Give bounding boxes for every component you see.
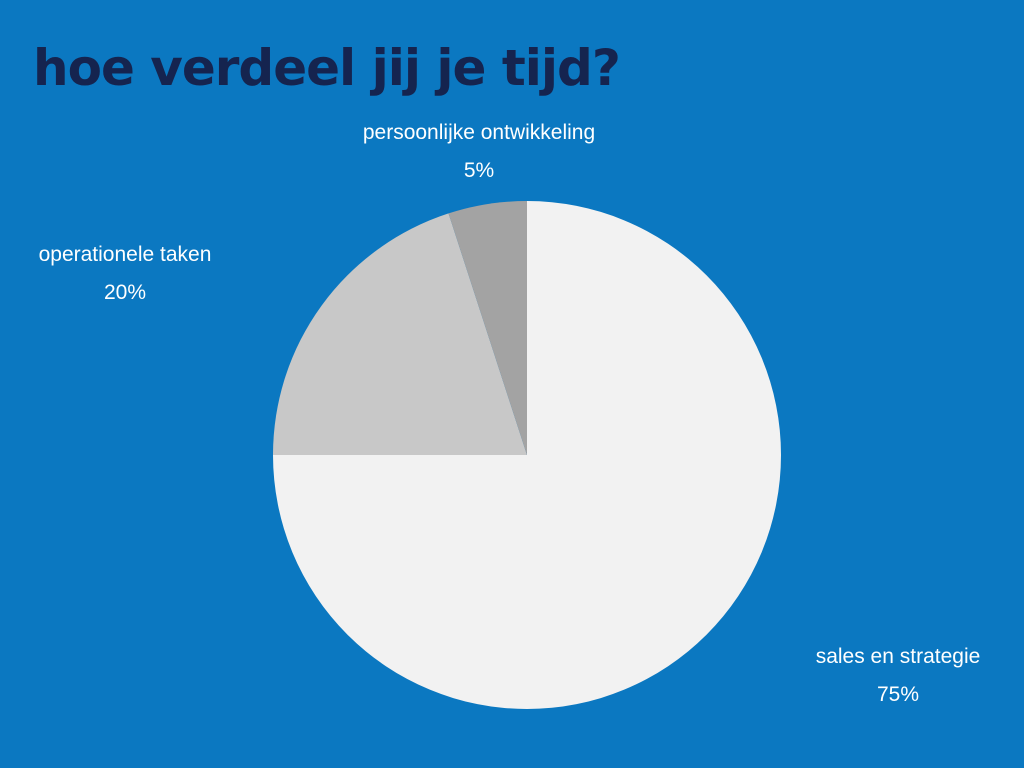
slice-label-operationele-taken: operationele taken 20% (0, 236, 305, 312)
value-label: 75% (876, 683, 920, 706)
category-label: sales en strategie (815, 645, 981, 668)
category-label: persoonlijke ontwikkeling (362, 121, 596, 144)
slice-label-sales-en-strategie: sales en strategie 75% (718, 638, 1024, 714)
value-label: 20% (103, 281, 147, 304)
chart-title: hoe verdeel jij je tijd? (33, 39, 621, 97)
pie-slice-operationele-taken (273, 213, 527, 455)
value-label: 5% (463, 159, 495, 182)
slice-label-persoonlijke-ontwikkeling: persoonlijke ontwikkeling 5% (299, 114, 659, 190)
category-label: operationele taken (38, 243, 212, 266)
pie-slice-persoonlijke-ontwikkeling (448, 201, 527, 455)
